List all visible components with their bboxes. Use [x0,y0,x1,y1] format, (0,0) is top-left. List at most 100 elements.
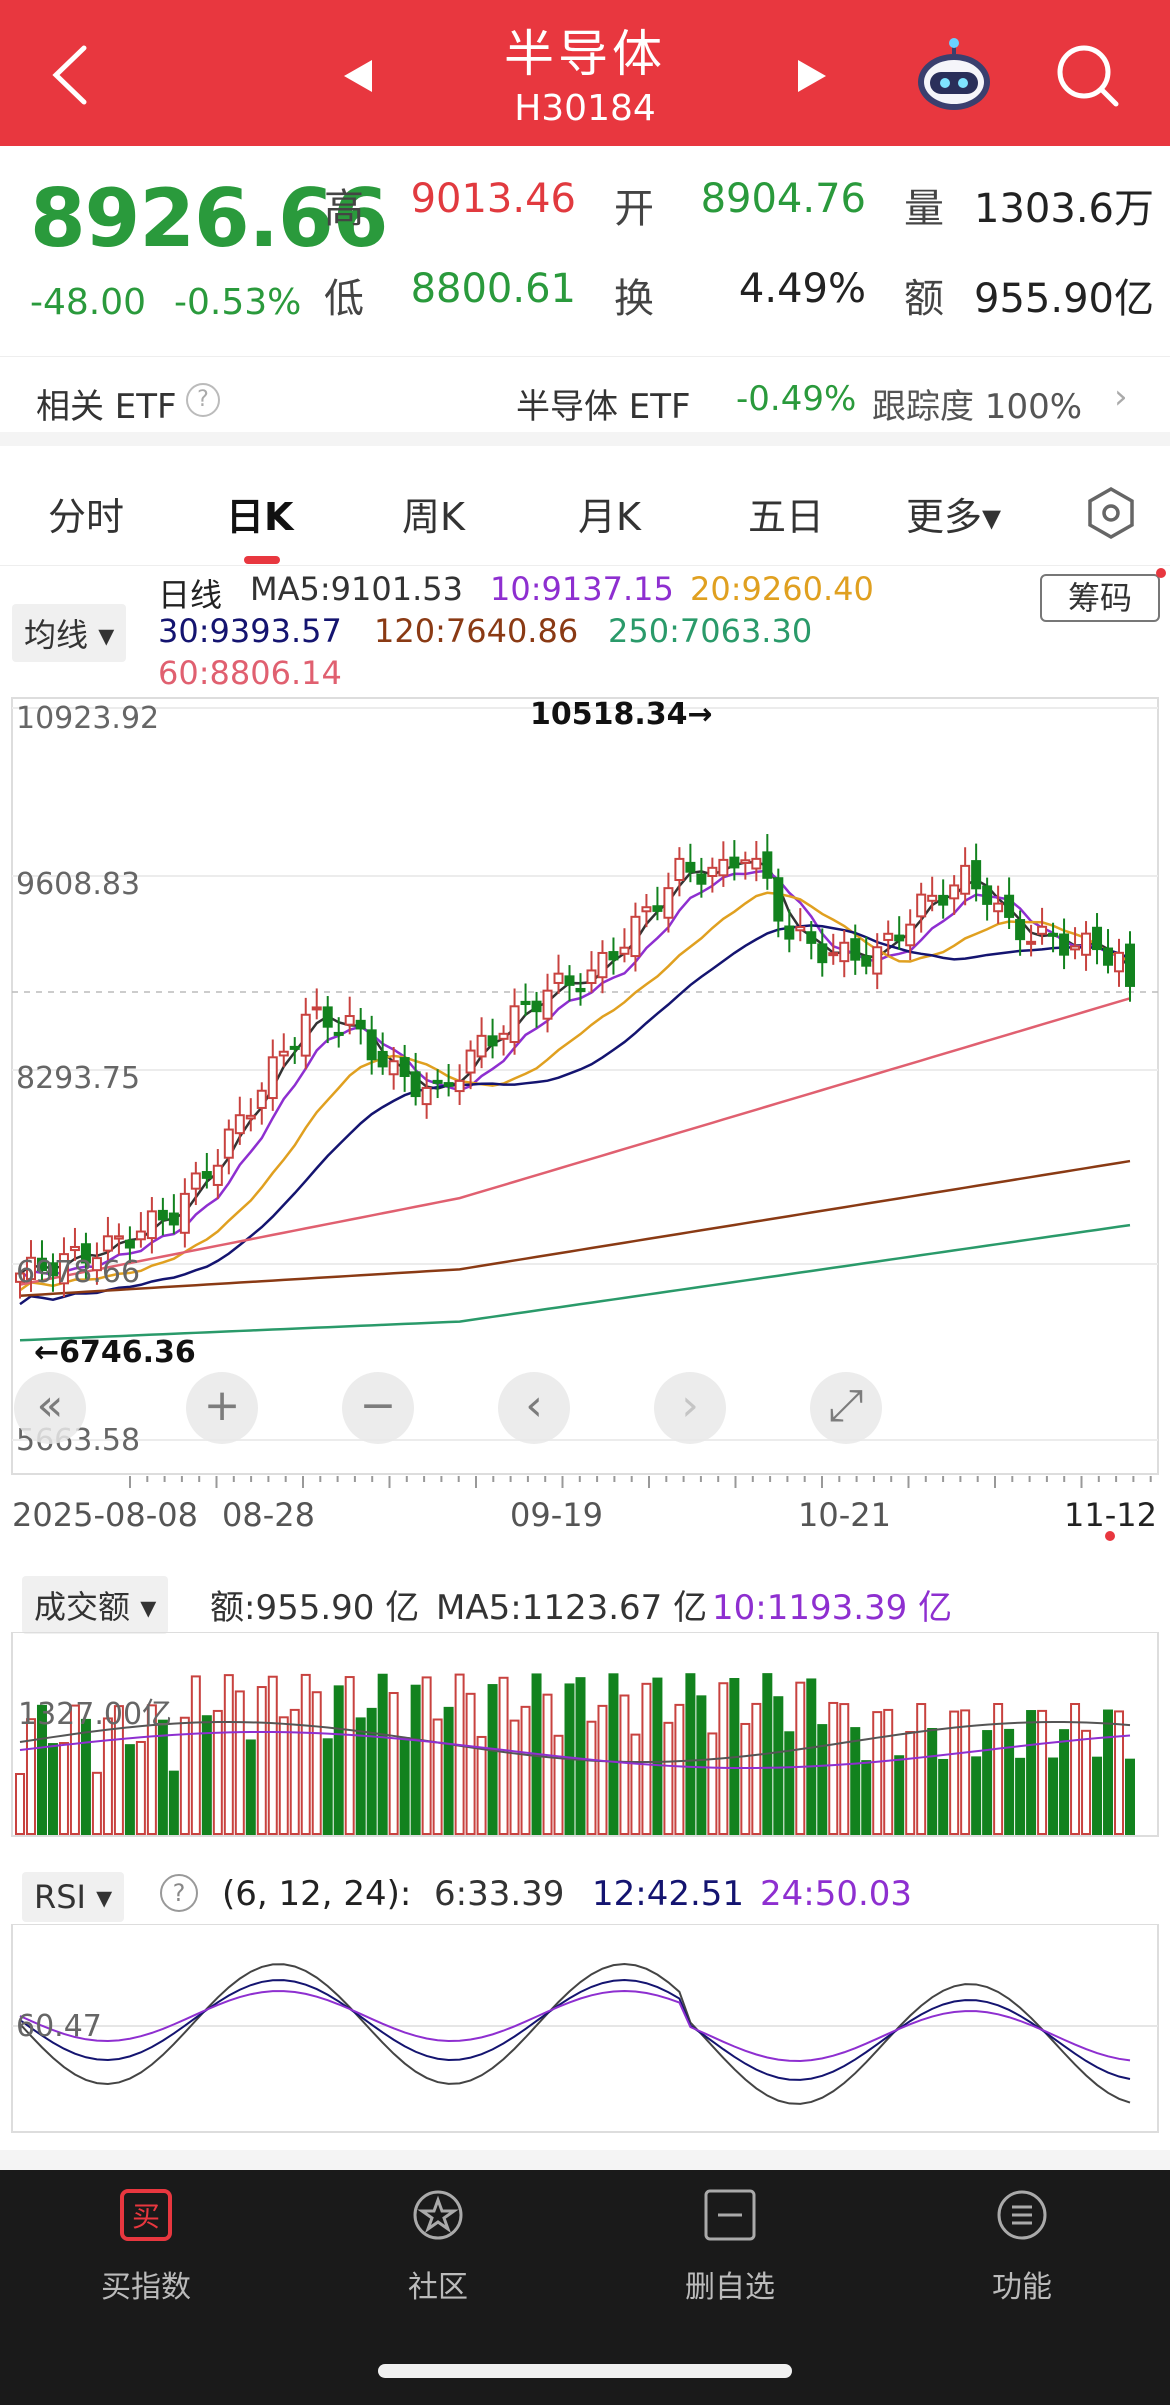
nav-buy-label: 买指数 [101,2270,191,2305]
volume-bar [1103,1709,1114,1835]
tab-intraday[interactable]: 分时 [48,495,125,539]
ma250-line [19,1223,1131,1342]
volume-bar [982,1730,993,1835]
volume-bar [58,1742,69,1835]
volume-bar [773,1696,784,1835]
candle-body [212,1164,223,1186]
high-value: 9013.46 [410,176,576,222]
volume-bar [1048,1757,1059,1835]
date-label-start: 2025-08-08 [12,1496,198,1534]
candle-body [828,952,839,957]
candle-body [949,884,960,900]
volume-bar [927,1727,938,1835]
etf-name: 半导体 ETF [516,387,691,427]
volume-bar [960,1709,971,1835]
volume-bar [487,1684,498,1835]
rsi-help-icon[interactable]: ? [160,1874,198,1912]
candle-body [850,938,861,961]
rewind-button[interactable]: « [14,1372,86,1444]
candle-body [432,1079,443,1084]
home-indicator [378,2364,792,2378]
candle-body [234,1114,245,1135]
candle-body [674,857,685,882]
ma-selector[interactable]: 均线 ▾ [12,604,127,662]
tab-five-day[interactable]: 五日 [748,495,825,539]
candle-body [553,972,564,984]
nav-functions[interactable]: 功能 [922,2188,1122,2306]
tab-more[interactable]: 更多▾ [906,495,1002,539]
volume-bar [91,1771,102,1835]
tab-daily[interactable]: 日K [226,495,294,539]
candle-body [1026,940,1037,945]
search-icon[interactable] [1052,40,1122,110]
ma60-line [19,997,1131,1286]
volume-bar [641,1682,652,1835]
rsi-selector[interactable]: RSI ▾ [22,1872,125,1922]
period-tabs: 分时 日K 周K 月K 五日 更多▾ [0,460,1170,566]
open-value: 8904.76 [700,176,866,222]
candle-body [168,1212,179,1226]
candle-body [663,887,674,919]
candle-body [872,946,883,975]
rsi-chart: 60.47 [11,1924,1159,2133]
zoom-out-button[interactable]: − [342,1372,414,1444]
volume-bar [575,1677,586,1836]
ai-robot-icon[interactable] [914,38,994,114]
nav-buy[interactable]: 买 买指数 [46,2188,246,2306]
prev-index-icon[interactable] [340,58,376,94]
candle-body [718,858,729,877]
volume-bar [1114,1710,1125,1835]
candle-body [1015,919,1026,941]
related-etf-bar[interactable]: 相关 ETF ? 半导体 ETF -0.49% 跟踪度 100% › [0,356,1170,446]
next-index-icon[interactable] [794,58,830,94]
nav-remove-watchlist[interactable]: 删自选 [630,2188,830,2306]
rsi-selector-label: RSI [34,1878,86,1916]
fullscreen-button[interactable]: ⤢ [810,1372,882,1444]
volume-bar [124,1744,135,1835]
volume-bar [399,1737,410,1835]
nav-community-label: 社区 [408,2270,468,2305]
chip-distribution-button[interactable]: 筹码 [1040,574,1160,622]
turnover-value: 4.49% [738,266,866,312]
volume-bar [454,1673,465,1835]
volume-bar [971,1756,982,1835]
volume-label: 量 [904,186,944,232]
candle-body [762,851,773,879]
candle-body [773,877,784,922]
volume-bar [322,1738,333,1835]
question-circle-icon[interactable]: ? [186,383,220,417]
buy-icon: 买 [120,2189,172,2241]
candle-body [102,1235,113,1252]
volume-bar [663,1721,674,1835]
candle-body [729,856,740,869]
nav-community[interactable]: 社区 [338,2188,538,2306]
tab-weekly[interactable]: 周K [402,495,465,539]
candle-body [1070,945,1081,951]
candle-body [36,1257,47,1272]
date-label-0919: 09-19 [510,1496,603,1534]
volume-bar [1059,1729,1070,1835]
volume-bar [894,1755,905,1835]
candle-body [960,864,971,895]
pan-right-button[interactable]: › [654,1372,726,1444]
volume-selector[interactable]: 成交额 ▾ [22,1576,169,1634]
candle-body [685,861,696,873]
ma5-value: MA5:9101.53 [250,570,463,608]
volume-bar [190,1675,201,1835]
volume-bar [674,1703,685,1835]
candle-body [289,1045,300,1050]
menu-icon [997,2190,1047,2240]
candle-body [586,969,597,984]
kline-chart[interactable]: 10518.34→ ←6746.36 10923.92 9608.83 8293… [0,690,1170,1590]
tab-monthly[interactable]: 月K [578,495,641,539]
settings-hexagon-icon[interactable] [1084,486,1138,540]
candle-body [146,1210,157,1240]
candle-body [25,1256,36,1281]
volume-bar [542,1693,553,1836]
pan-left-button[interactable]: ‹ [498,1372,570,1444]
volume-bar [806,1678,817,1835]
chevron-right-icon[interactable]: › [1114,377,1128,417]
back-arrow-icon[interactable] [44,40,104,110]
zoom-in-button[interactable]: + [186,1372,258,1444]
volume-bar [102,1717,113,1835]
